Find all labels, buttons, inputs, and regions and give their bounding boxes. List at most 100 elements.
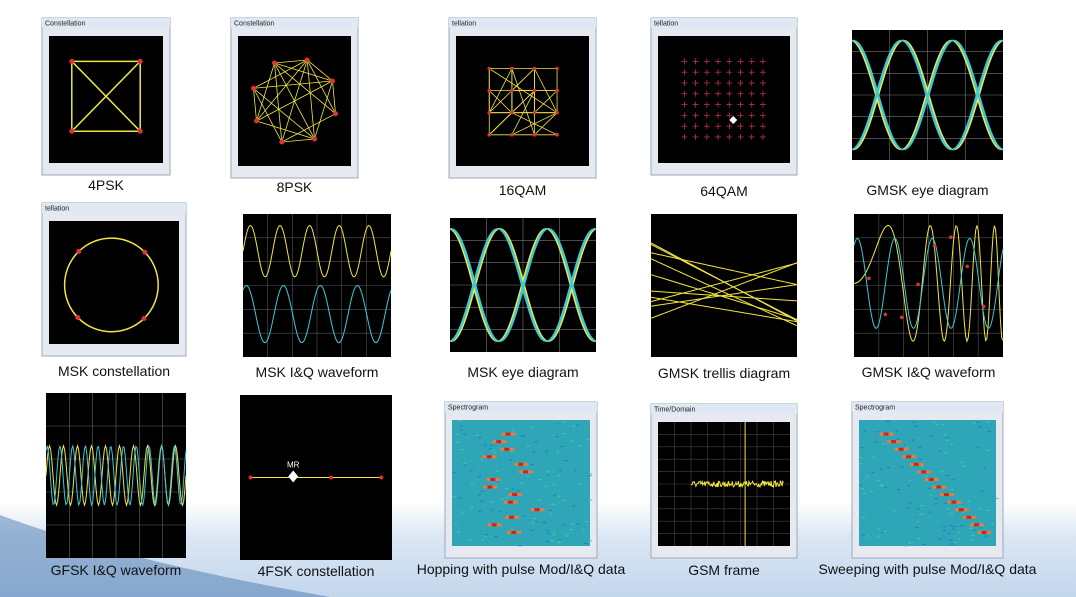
burst — [973, 523, 979, 527]
title-bar — [651, 18, 797, 28]
trace — [650, 274, 798, 320]
speckle — [927, 487, 931, 489]
speckle — [943, 434, 947, 436]
speckle — [940, 471, 944, 473]
speckle — [522, 435, 526, 437]
speckle — [456, 433, 460, 435]
speckle — [495, 470, 499, 472]
marker-label: MR — [287, 461, 300, 470]
speckle — [962, 465, 966, 467]
caption: 4FSK constellation — [258, 563, 375, 579]
speckle — [546, 474, 550, 476]
speckle — [971, 534, 975, 536]
speckle — [470, 482, 474, 484]
speckle — [913, 516, 917, 518]
window-title: Time/Domain — [654, 407, 695, 414]
speckle — [459, 420, 463, 422]
speckle — [958, 506, 962, 508]
speckle — [511, 429, 515, 431]
trace — [274, 59, 308, 64]
speckle — [916, 508, 920, 510]
symbol — [333, 111, 339, 117]
symbol — [949, 235, 953, 240]
burst — [511, 530, 517, 534]
speckle — [557, 475, 561, 477]
speckle — [589, 499, 593, 501]
speckle — [960, 461, 964, 463]
speckle — [561, 421, 565, 423]
speckle — [462, 464, 466, 466]
speckle — [980, 490, 984, 492]
speckle — [883, 531, 887, 533]
speckle — [485, 534, 489, 536]
speckle — [934, 498, 938, 500]
symbol — [329, 78, 335, 84]
symbol — [555, 133, 559, 137]
burst — [509, 515, 515, 519]
burst — [496, 440, 502, 444]
caption: GMSK I&Q waveform — [862, 364, 996, 380]
speckle — [478, 436, 482, 438]
symbol — [555, 110, 559, 115]
speckle — [871, 456, 875, 458]
speckle — [510, 529, 514, 531]
speckle — [987, 450, 991, 452]
speckle — [571, 425, 575, 427]
caption: 4PSK — [88, 177, 124, 193]
speckle — [979, 527, 983, 529]
speckle — [880, 484, 884, 486]
speckle — [983, 467, 987, 469]
symbol — [379, 475, 384, 480]
marker — [729, 116, 738, 125]
speckle — [929, 494, 933, 496]
trace — [332, 80, 336, 114]
speckle — [552, 484, 556, 486]
speckle — [551, 503, 555, 505]
speckle — [903, 445, 907, 447]
speckle — [477, 476, 481, 478]
speckle — [970, 527, 974, 529]
speckle — [457, 531, 461, 533]
burst — [943, 493, 949, 497]
speckle — [938, 450, 942, 452]
symbol — [69, 58, 75, 64]
burst — [504, 447, 510, 451]
plot-area — [651, 214, 797, 357]
decor-swoosh — [0, 515, 330, 597]
thumbnail: GMSK trellis diagram — [650, 214, 798, 381]
speckle — [975, 447, 979, 449]
speckle — [509, 451, 513, 453]
window-title: Constellation — [234, 21, 275, 28]
plot-area — [49, 221, 179, 344]
title-bar — [651, 404, 797, 414]
speckle — [511, 488, 515, 490]
trace — [853, 237, 1004, 330]
speckle — [924, 475, 928, 477]
speckle — [550, 540, 554, 542]
speckle — [961, 507, 965, 509]
speckle — [572, 505, 576, 507]
speckle — [509, 459, 513, 461]
speckle — [535, 521, 539, 523]
speckle — [588, 540, 592, 542]
speckle — [555, 423, 559, 425]
title-bar — [42, 18, 170, 28]
speckle — [480, 490, 484, 492]
speckle — [529, 530, 533, 532]
speckle — [558, 539, 562, 541]
speckle — [945, 437, 949, 439]
window-title: Spectrogram — [448, 405, 488, 412]
caption: MSK constellation — [58, 363, 170, 379]
speckle — [859, 484, 863, 486]
caption: GFSK I&Q waveform — [51, 562, 182, 578]
symbol — [69, 128, 75, 134]
speckle — [571, 523, 575, 525]
symbol — [248, 475, 253, 480]
speckle — [576, 523, 580, 525]
thumbnail: GMSK I&Q waveform — [853, 214, 1004, 380]
speckle — [558, 470, 562, 472]
speckle — [949, 525, 953, 527]
trace — [253, 59, 308, 89]
speckle — [973, 422, 977, 424]
burst — [523, 470, 529, 474]
